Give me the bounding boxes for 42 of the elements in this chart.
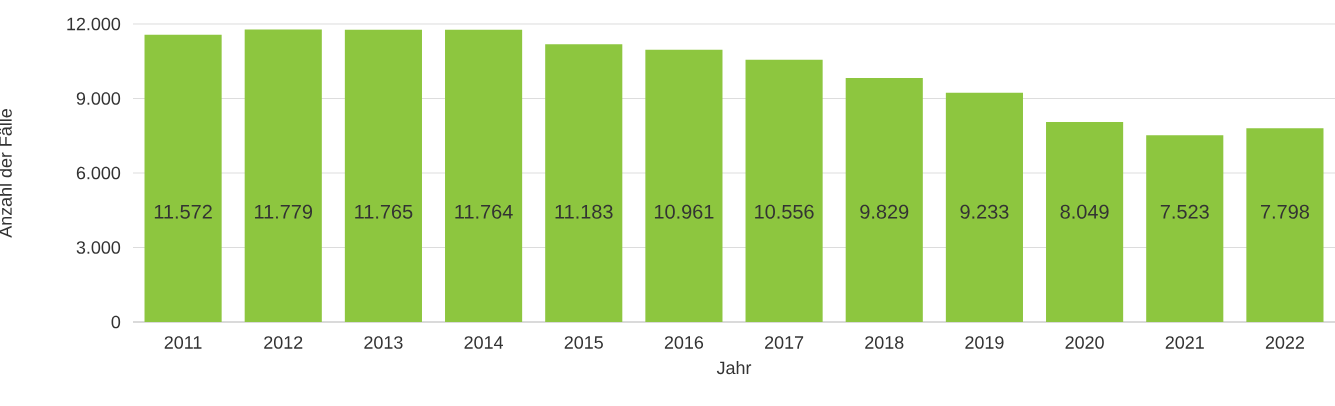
x-tick-label: 2022 xyxy=(1265,336,1304,349)
bar xyxy=(745,59,823,322)
bar xyxy=(1246,128,1324,322)
data-label: 7.523 xyxy=(1160,204,1209,219)
x-axis-title: Jahr xyxy=(716,361,752,375)
data-label: 9.233 xyxy=(960,204,1009,219)
bar xyxy=(645,49,723,322)
data-label: 7.798 xyxy=(1261,204,1309,219)
data-label: 11.779 xyxy=(255,204,313,219)
y-tick-label: 12.000 xyxy=(67,17,121,31)
y-tick-label: 0 xyxy=(111,315,121,329)
y-tick-label: 9.000 xyxy=(76,92,121,105)
bar xyxy=(1146,135,1224,322)
data-label: 10.556 xyxy=(755,204,814,219)
x-tick-label: 2015 xyxy=(564,336,603,349)
bar xyxy=(845,77,923,322)
bar xyxy=(1046,122,1124,322)
x-tick-label: 2017 xyxy=(765,336,804,349)
y-tick-label: 6.000 xyxy=(76,166,121,180)
x-tick-label: 2011 xyxy=(164,336,202,349)
data-label: 8.049 xyxy=(1060,204,1109,219)
bar xyxy=(945,92,1023,322)
y-tick-label: 3.000 xyxy=(76,241,121,254)
data-label: 11.765 xyxy=(355,204,413,219)
bar xyxy=(144,34,222,322)
x-tick-label: 2014 xyxy=(464,336,503,349)
data-label: 9.829 xyxy=(860,204,909,219)
data-label: 10.961 xyxy=(654,204,714,219)
bar xyxy=(445,29,523,322)
data-label: 11.764 xyxy=(455,204,513,219)
data-label: 11.572 xyxy=(154,204,212,219)
bar xyxy=(545,44,623,322)
x-tick-label: 2021 xyxy=(1165,336,1204,349)
x-tick-label: 2012 xyxy=(264,336,303,349)
x-tick-label: 2019 xyxy=(965,336,1004,349)
data-label: 11.183 xyxy=(555,204,613,219)
x-tick-label: 2018 xyxy=(865,336,904,349)
bar xyxy=(244,29,322,322)
x-tick-label: 2016 xyxy=(664,336,704,349)
x-tick-label: 2020 xyxy=(1065,336,1104,349)
x-tick-label: 2013 xyxy=(364,336,403,349)
bar xyxy=(344,29,422,322)
